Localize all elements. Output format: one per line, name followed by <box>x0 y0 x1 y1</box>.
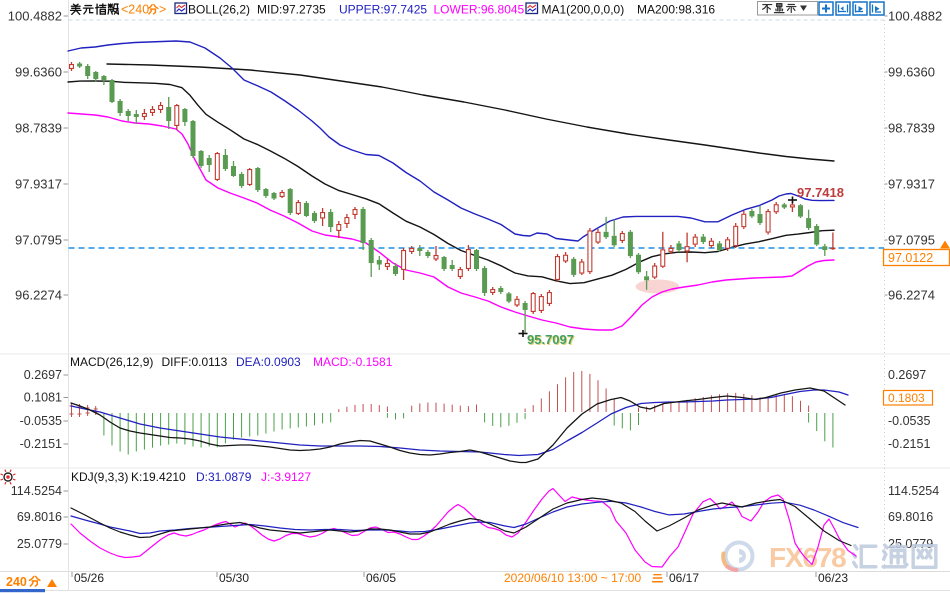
svg-text:BOLL(26,2): BOLL(26,2) <box>188 3 250 17</box>
svg-text:97.9317: 97.9317 <box>888 177 935 192</box>
svg-text:06/05: 06/05 <box>366 571 396 585</box>
svg-text:MACD:-0.1581: MACD:-0.1581 <box>313 355 393 369</box>
svg-text:05/30: 05/30 <box>219 571 249 585</box>
svg-text:100.4882: 100.4882 <box>8 9 62 24</box>
svg-text:99.6360: 99.6360 <box>15 65 62 80</box>
svg-text:69.8016: 69.8016 <box>888 510 933 524</box>
svg-text:MA200:98.316: MA200:98.316 <box>637 3 715 17</box>
svg-text:MA1(200,0,0,0): MA1(200,0,0,0) <box>542 3 625 17</box>
svg-text:06/17: 06/17 <box>669 571 699 585</box>
svg-text:0.1081: 0.1081 <box>24 391 62 405</box>
svg-text:97.0795: 97.0795 <box>888 233 935 248</box>
svg-text:114.5254: 114.5254 <box>888 484 939 498</box>
svg-text:95.7097: 95.7097 <box>527 332 574 347</box>
svg-text:100.4882: 100.4882 <box>888 9 942 24</box>
svg-text:2020/06/10 13:00 ~ 17:00: 2020/06/10 13:00 ~ 17:00 <box>504 571 641 585</box>
svg-text:<240: <240 <box>121 3 149 17</box>
svg-text:>: > <box>159 3 166 17</box>
svg-text:0.2697: 0.2697 <box>24 368 62 382</box>
svg-text:06/23: 06/23 <box>818 571 848 585</box>
svg-text:114.5254: 114.5254 <box>11 484 62 498</box>
svg-text:DIFF:0.0113: DIFF:0.0113 <box>162 355 228 369</box>
svg-text:MACD(26,12,9): MACD(26,12,9) <box>70 355 153 369</box>
svg-text:-0.0535: -0.0535 <box>20 414 62 428</box>
svg-text:0.1803: 0.1803 <box>888 391 925 405</box>
svg-text:69.8016: 69.8016 <box>17 510 62 524</box>
svg-text:96.2274: 96.2274 <box>888 288 935 303</box>
svg-text:DEA:0.0903: DEA:0.0903 <box>236 355 301 369</box>
svg-text:99.6360: 99.6360 <box>888 65 935 80</box>
svg-text:LOWER:96.8045: LOWER:96.8045 <box>434 3 525 17</box>
svg-text:UPPER:97.7425: UPPER:97.7425 <box>339 3 427 17</box>
svg-text:K:19.4210: K:19.4210 <box>131 470 186 484</box>
svg-text:MID:97.2735: MID:97.2735 <box>257 3 326 17</box>
svg-text:KDJ(9,3,3): KDJ(9,3,3) <box>71 470 128 484</box>
svg-text:J:-3.9127: J:-3.9127 <box>261 470 311 484</box>
svg-text:96.2274: 96.2274 <box>15 288 62 303</box>
svg-text:97.9317: 97.9317 <box>15 177 62 192</box>
svg-text:25.0779: 25.0779 <box>17 537 62 551</box>
svg-text:05/26: 05/26 <box>74 571 104 585</box>
svg-text:0.2697: 0.2697 <box>888 368 926 382</box>
svg-text:240: 240 <box>6 575 27 589</box>
svg-text:-0.2151: -0.2151 <box>20 437 62 451</box>
svg-text:98.7839: 98.7839 <box>888 121 935 136</box>
svg-text:97.7418: 97.7418 <box>797 185 844 200</box>
svg-text:FX678: FX678 <box>769 542 846 573</box>
svg-text:-0.2151: -0.2151 <box>888 437 930 451</box>
svg-text:97.0795: 97.0795 <box>15 233 62 248</box>
svg-text:98.7839: 98.7839 <box>15 121 62 136</box>
svg-text:D:31.0879: D:31.0879 <box>196 470 252 484</box>
svg-text:97.0122: 97.0122 <box>888 251 933 265</box>
svg-text:-0.0535: -0.0535 <box>888 414 930 428</box>
